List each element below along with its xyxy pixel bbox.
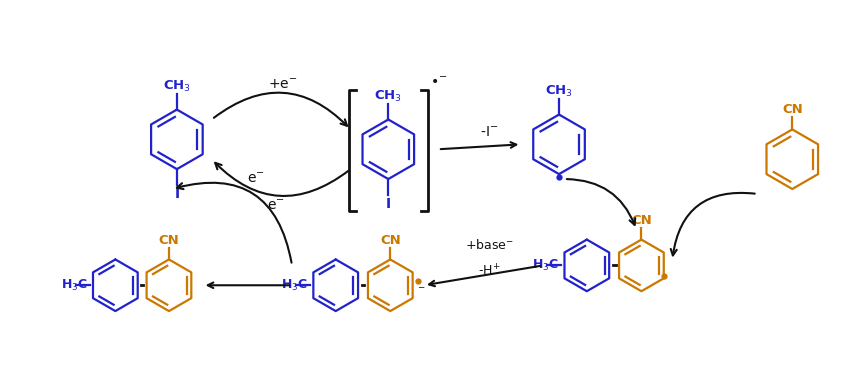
Text: I: I <box>174 187 180 201</box>
Text: CH$_3$: CH$_3$ <box>375 89 402 104</box>
Text: H$_3$C: H$_3$C <box>281 278 308 293</box>
Text: +base$^{-}$: +base$^{-}$ <box>466 237 514 252</box>
Text: CN: CN <box>380 233 400 246</box>
Text: -I$^{-}$: -I$^{-}$ <box>480 125 499 140</box>
Text: CH$_3$: CH$_3$ <box>163 79 191 94</box>
Text: CN: CN <box>631 214 652 227</box>
Text: -H$^{+}$: -H$^{+}$ <box>478 263 501 279</box>
Text: +e$^{-}$: +e$^{-}$ <box>268 78 298 92</box>
Text: H$_3$C: H$_3$C <box>61 278 88 293</box>
Text: CH$_3$: CH$_3$ <box>545 83 573 99</box>
Text: e$^{-}$: e$^{-}$ <box>247 172 265 186</box>
Text: $^{-}$: $^{-}$ <box>417 284 425 297</box>
Text: H$_3$C: H$_3$C <box>533 258 559 273</box>
Text: e$^{-}$: e$^{-}$ <box>267 199 285 213</box>
Text: CN: CN <box>159 233 180 246</box>
Text: $•$$^{-}$: $•$$^{-}$ <box>430 74 448 88</box>
Text: I: I <box>386 197 391 211</box>
Text: CN: CN <box>782 102 802 116</box>
